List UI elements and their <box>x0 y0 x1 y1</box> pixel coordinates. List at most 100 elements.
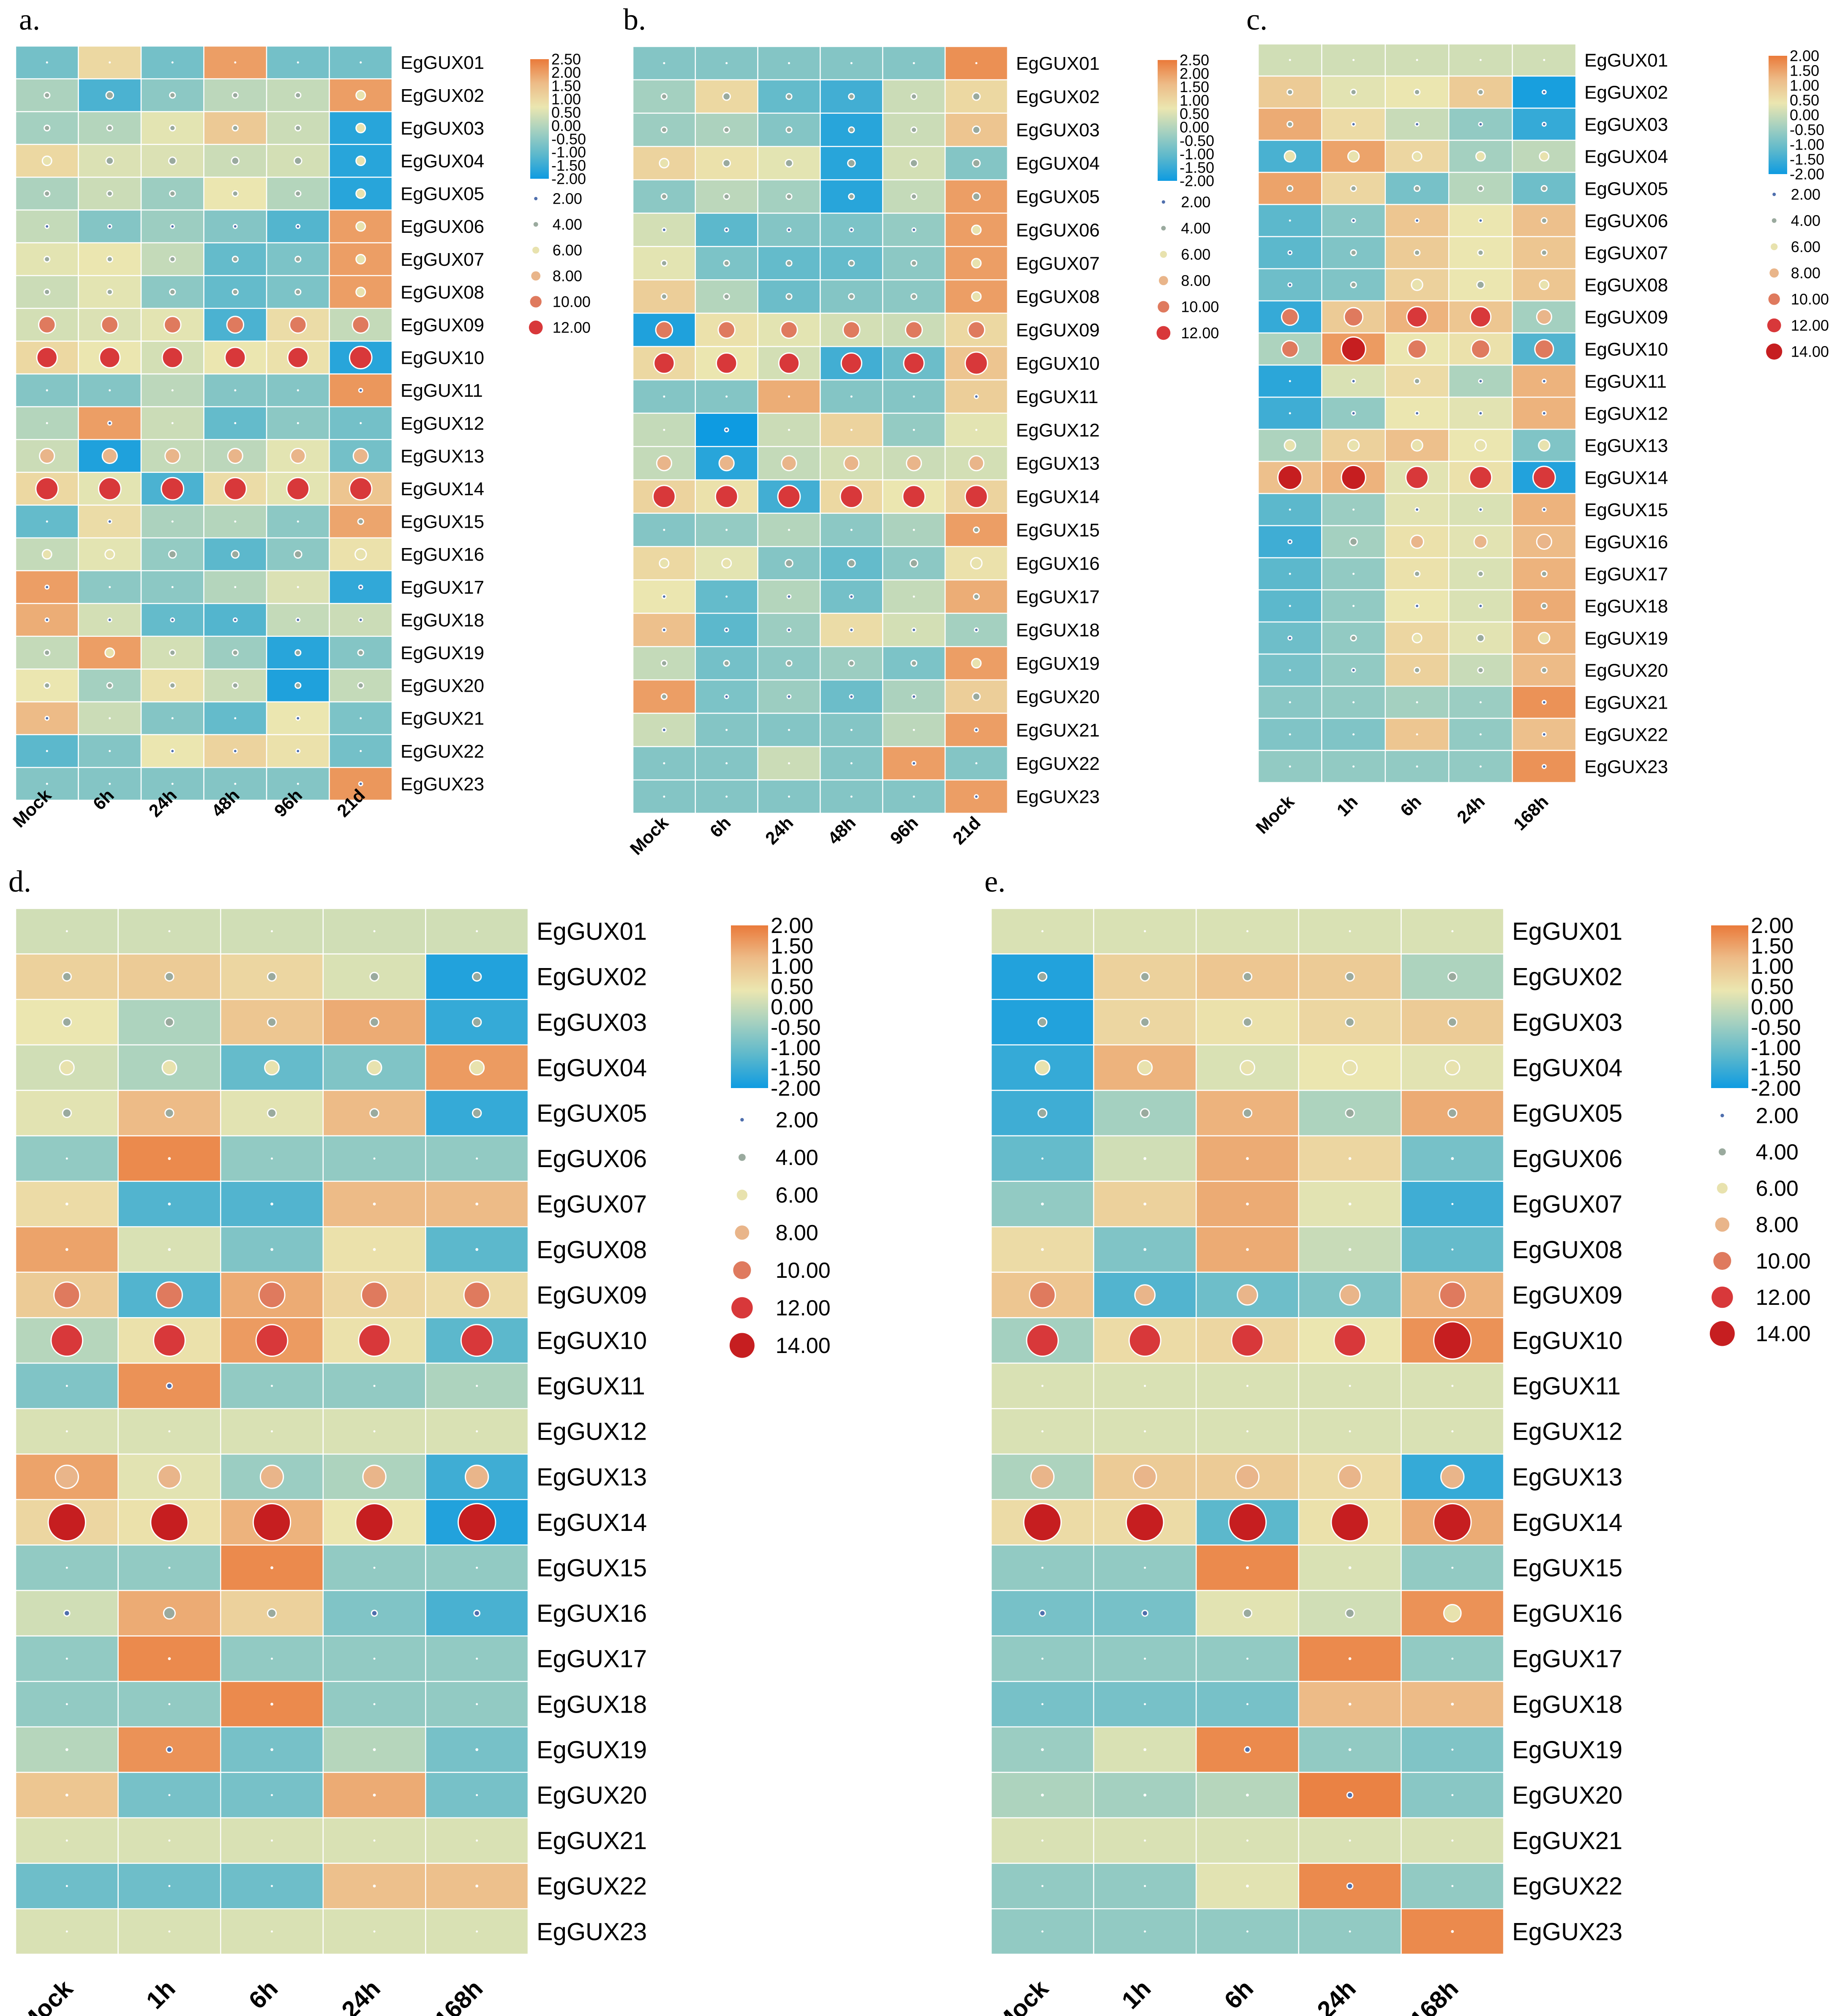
expression-dot <box>1413 185 1421 192</box>
expression-dot <box>1350 281 1357 289</box>
expression-dot <box>267 1108 277 1118</box>
panel-label-e: e. <box>984 865 1006 898</box>
size-legend-dot <box>1772 193 1776 196</box>
row-label: EgGUX09 <box>1512 1282 1622 1309</box>
expression-dot <box>716 352 738 374</box>
expression-dot <box>101 447 118 464</box>
expression-dot <box>168 1930 171 1933</box>
expression-dot <box>725 795 728 798</box>
expression-dot <box>1540 602 1548 610</box>
column-label: 168h <box>1405 1975 1464 2016</box>
expression-dot <box>44 92 51 99</box>
expression-dot <box>271 1157 273 1160</box>
row-label: EgGUX08 <box>537 1236 647 1263</box>
expression-dot <box>1415 122 1420 127</box>
row-label: EgGUX22 <box>537 1873 647 1900</box>
expression-dot <box>476 1657 478 1660</box>
expression-dot <box>232 256 239 263</box>
row-label: EgGUX23 <box>537 1918 647 1945</box>
expression-dot <box>1246 1793 1249 1797</box>
row-label: EgGUX10 <box>401 348 484 368</box>
expression-dot <box>1039 1610 1046 1617</box>
expression-dot <box>1141 1610 1149 1617</box>
row-label: EgGUX16 <box>1584 532 1668 552</box>
row-label: EgGUX17 <box>537 1645 647 1673</box>
column-label: 48h <box>824 813 859 848</box>
color-legend-tick: -0.50 <box>551 130 586 147</box>
expression-dot <box>1289 219 1291 222</box>
expression-dot <box>46 389 48 392</box>
row-label: EgGUX21 <box>1584 692 1668 713</box>
expression-dot <box>1246 1703 1248 1705</box>
expression-dot <box>352 447 369 464</box>
expression-dot <box>287 346 309 368</box>
expression-dot <box>294 190 302 197</box>
row-label: EgGUX21 <box>1512 1827 1622 1855</box>
expression-dot <box>271 1657 273 1660</box>
expression-dot <box>349 346 373 370</box>
expression-dot <box>1144 1703 1146 1705</box>
column-label: 168h <box>1510 791 1552 834</box>
row-label: EgGUX23 <box>1584 756 1668 777</box>
expression-dot <box>169 288 176 296</box>
color-legend-tick: 0.50 <box>1180 105 1209 123</box>
expression-dot <box>1242 1108 1253 1118</box>
size-legend-dot <box>1712 1286 1733 1308</box>
expression-dot <box>476 1430 478 1432</box>
expression-dot <box>1407 339 1427 359</box>
expression-dot <box>974 727 979 733</box>
expression-dot <box>232 190 239 197</box>
expression-dot <box>166 1746 173 1753</box>
row-label: EgGUX08 <box>401 282 484 303</box>
expression-dot <box>371 1610 378 1617</box>
expression-dot <box>1473 535 1488 549</box>
row-label: EgGUX14 <box>401 479 484 499</box>
expression-dot <box>913 529 915 531</box>
expression-dot <box>35 477 59 501</box>
size-legend-dot <box>1715 1217 1730 1232</box>
expression-dot <box>975 762 978 764</box>
size-legend-label: 2.00 <box>776 1108 818 1132</box>
expression-dot <box>1541 122 1547 127</box>
expression-dot <box>910 660 918 667</box>
size-legend-dot <box>729 1333 755 1358</box>
color-legend-tick: 0.00 <box>771 995 813 1020</box>
expression-dot <box>44 617 50 622</box>
row-label: EgGUX23 <box>1016 787 1100 807</box>
size-legend-label: 8.00 <box>1181 272 1210 289</box>
expression-dot <box>850 728 853 731</box>
expression-dot <box>906 455 922 472</box>
row-label: EgGUX01 <box>537 918 647 945</box>
expression-dot <box>168 1203 171 1206</box>
row-label: EgGUX05 <box>1512 1100 1622 1127</box>
expression-dot <box>1479 59 1482 61</box>
size-legend-label: 14.00 <box>1791 343 1829 360</box>
expression-dot <box>98 477 122 501</box>
expression-dot <box>106 190 113 197</box>
size-legend-label: 6.00 <box>1756 1176 1799 1201</box>
expression-dot <box>1541 411 1547 416</box>
color-legend: 2.001.501.000.500.00-0.50-1.00-1.50-2.00 <box>1711 914 1801 1101</box>
expression-dot <box>297 783 299 785</box>
expression-dot <box>662 627 667 633</box>
expression-dot <box>168 550 177 559</box>
color-legend-tick: 1.50 <box>1751 934 1793 958</box>
expression-dot <box>1281 340 1299 358</box>
expression-dot <box>1344 307 1364 327</box>
heatmap-cell <box>1401 1863 1505 1910</box>
heatmap-cells <box>990 908 1505 1955</box>
row-label: EgGUX12 <box>1512 1418 1622 1446</box>
expression-dot <box>972 692 981 701</box>
expression-dot <box>1443 1604 1462 1623</box>
expression-dot <box>1023 1503 1062 1542</box>
expression-dot <box>166 1382 173 1390</box>
size-legend-dot <box>1158 301 1169 313</box>
expression-dot <box>170 748 175 754</box>
expression-dot <box>44 715 50 721</box>
expression-dot <box>911 694 917 699</box>
expression-dot <box>294 92 302 99</box>
expression-dot <box>1352 733 1355 736</box>
expression-dot <box>968 455 984 472</box>
size-legend-label: 8.00 <box>1791 265 1821 282</box>
row-label: EgGUX16 <box>401 544 484 565</box>
